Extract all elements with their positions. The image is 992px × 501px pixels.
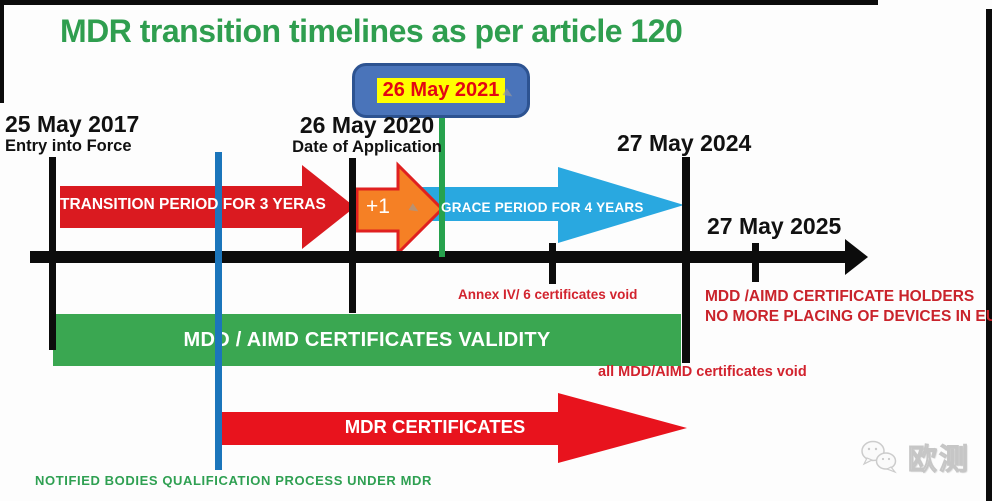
milestone-2020-caption: Date of Application: [292, 138, 442, 156]
transition-period-arrow: [60, 165, 355, 249]
grace-period-label: GRACE PERIOD FOR 4 YEARS: [441, 200, 644, 215]
frame-border-top: [0, 0, 878, 5]
tick-27-may-2025: [752, 243, 759, 282]
tick-annex-certificates: [549, 243, 556, 284]
certificate-holders-note-line1: MDD /AIMD CERTIFICATE HOLDERS: [705, 288, 975, 305]
milestone-2017-caption: Entry into Force: [5, 137, 132, 155]
certificate-holders-note-line2: NO MORE PLACING OF DEVICES IN EU: [705, 308, 992, 325]
timeline-arrowhead-icon: [845, 239, 868, 275]
page-title: MDR transition timelines as per article …: [60, 13, 683, 49]
milestone-2025: 27 May 2025: [707, 214, 841, 239]
timeline-axis: [30, 251, 846, 263]
plus-one-year-arrow: [355, 161, 445, 257]
tick-26-may-2020: [349, 158, 356, 313]
mdr-certificates-label: MDR CERTIFICATES: [344, 416, 526, 437]
milestone-2017-date: 25 May 2017: [5, 111, 140, 137]
date-callout-text: 26 May 2021: [376, 78, 506, 103]
milestone-2025-date: 27 May 2025: [707, 213, 842, 239]
milestone-2020: 26 May 2020 Date of Application: [283, 113, 451, 157]
mdr-certificates-arrow: [222, 393, 687, 463]
wechat-logo-icon: [861, 440, 897, 474]
grace-period-arrow: [418, 167, 684, 243]
tick-25-may-2017: [49, 157, 56, 350]
transition-period-label: TRANSITION PERIOD FOR 3 YERAS: [60, 196, 326, 213]
frame-border-right: [986, 9, 992, 501]
watermark-text: 欧测: [907, 444, 971, 477]
milestone-2017: 25 May 2017 Entry into Force: [5, 112, 139, 156]
tick-27-may-2024: [682, 157, 690, 363]
mdd-validity-bar: MDD / AIMD CERTIFICATES VALIDITY: [53, 314, 681, 366]
date-callout-badge: 26 May 2021: [352, 63, 530, 118]
line-26-may-2021: [439, 115, 445, 257]
notified-bodies-note: NOTIFIED BODIES QUALIFICATION PROCESS UN…: [35, 473, 433, 488]
all-certificates-void-note: all MDD/AIMD certificates void: [598, 364, 807, 380]
milestone-2024-date: 27 May 2024: [617, 130, 752, 156]
frame-border-left: [0, 0, 4, 103]
watermark: 欧测: [858, 436, 970, 478]
milestone-2020-date: 26 May 2020: [299, 112, 435, 138]
milestone-2024: 27 May 2024: [617, 131, 751, 156]
notified-bodies-process-line: [215, 152, 222, 470]
certificate-holders-note: MDD /AIMD CERTIFICATE HOLDERS NO MORE PL…: [705, 287, 992, 327]
mdd-validity-label: MDD / AIMD CERTIFICATES VALIDITY: [183, 328, 551, 351]
plus-one-label: +1: [366, 195, 390, 218]
annex-void-note: Annex IV/ 6 certificates void: [458, 287, 638, 302]
